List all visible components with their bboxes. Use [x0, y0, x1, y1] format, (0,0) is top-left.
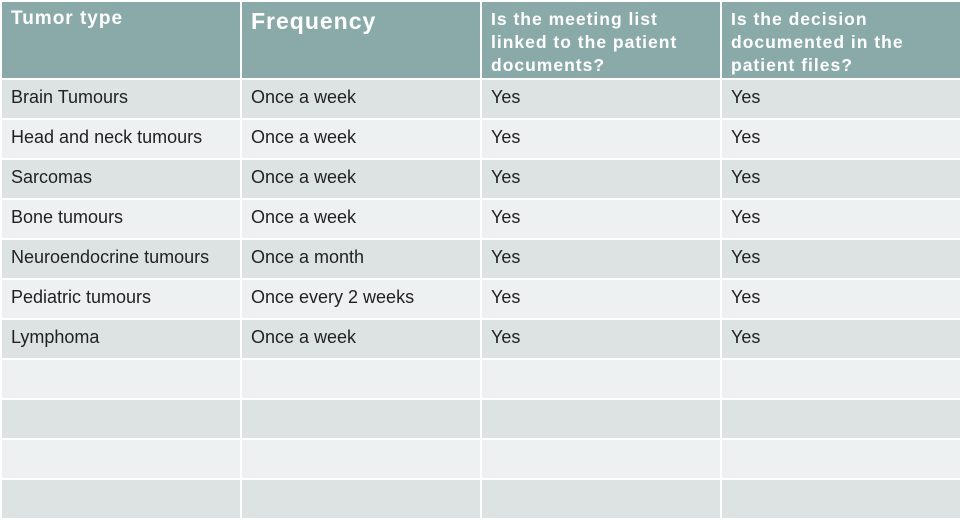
- table-row: Head and neck tumours Once a week Yes Ye…: [0, 118, 960, 160]
- cell-meeting-list-linked: Yes: [480, 278, 722, 320]
- cell-frequency: Once a week: [240, 158, 482, 200]
- cell-meeting-list-linked: Yes: [480, 238, 722, 280]
- cell-empty: [720, 438, 960, 480]
- cell-frequency: Once a month: [240, 238, 482, 280]
- cell-tumor-type: Lymphoma: [0, 318, 242, 360]
- cell-frequency: Once a week: [240, 318, 482, 360]
- cell-tumor-type: Neuroendocrine tumours: [0, 238, 242, 280]
- cell-tumor-type: Head and neck tumours: [0, 118, 242, 160]
- cell-empty: [480, 358, 722, 400]
- table-header-row: Tumor type Frequency Is the meeting list…: [0, 0, 960, 80]
- cell-empty: [0, 398, 242, 440]
- header-tumor-type: Tumor type: [0, 0, 242, 80]
- table-row: Neuroendocrine tumours Once a month Yes …: [0, 238, 960, 280]
- cell-empty: [240, 478, 482, 520]
- cell-meeting-list-linked: Yes: [480, 78, 722, 120]
- cell-tumor-type: Pediatric tumours: [0, 278, 242, 320]
- table-row: Bone tumours Once a week Yes Yes: [0, 198, 960, 240]
- header-decision-documented: Is the decision documented in the patien…: [720, 0, 960, 80]
- header-frequency: Frequency: [240, 0, 482, 80]
- cell-decision-documented: Yes: [720, 118, 960, 160]
- cell-tumor-type: Brain Tumours: [0, 78, 242, 120]
- table-row: Brain Tumours Once a week Yes Yes: [0, 78, 960, 120]
- cell-meeting-list-linked: Yes: [480, 158, 722, 200]
- cell-decision-documented: Yes: [720, 238, 960, 280]
- cell-frequency: Once a week: [240, 198, 482, 240]
- cell-frequency: Once a week: [240, 78, 482, 120]
- cell-decision-documented: Yes: [720, 198, 960, 240]
- cell-empty: [480, 398, 722, 440]
- cell-decision-documented: Yes: [720, 318, 960, 360]
- cell-meeting-list-linked: Yes: [480, 118, 722, 160]
- header-meeting-list-linked: Is the meeting list linked to the patien…: [480, 0, 722, 80]
- cell-decision-documented: Yes: [720, 78, 960, 120]
- table-row: Sarcomas Once a week Yes Yes: [0, 158, 960, 200]
- table-row: Lymphoma Once a week Yes Yes: [0, 318, 960, 360]
- cell-empty: [480, 438, 722, 480]
- cell-empty: [0, 478, 242, 520]
- table-row-empty: [0, 478, 960, 520]
- cell-empty: [0, 358, 242, 400]
- cell-empty: [240, 358, 482, 400]
- cell-empty: [720, 358, 960, 400]
- cell-frequency: Once every 2 weeks: [240, 278, 482, 320]
- cell-tumor-type: Bone tumours: [0, 198, 242, 240]
- cell-decision-documented: Yes: [720, 278, 960, 320]
- cell-empty: [0, 438, 242, 480]
- cell-empty: [240, 438, 482, 480]
- cell-frequency: Once a week: [240, 118, 482, 160]
- table-row-empty: [0, 438, 960, 480]
- cell-tumor-type: Sarcomas: [0, 158, 242, 200]
- table-row-empty: [0, 398, 960, 440]
- cell-meeting-list-linked: Yes: [480, 198, 722, 240]
- cell-meeting-list-linked: Yes: [480, 318, 722, 360]
- cell-empty: [720, 478, 960, 520]
- cell-empty: [480, 478, 722, 520]
- table-row: Pediatric tumours Once every 2 weeks Yes…: [0, 278, 960, 320]
- cell-empty: [720, 398, 960, 440]
- table-row-empty: [0, 358, 960, 400]
- cell-decision-documented: Yes: [720, 158, 960, 200]
- cell-empty: [240, 398, 482, 440]
